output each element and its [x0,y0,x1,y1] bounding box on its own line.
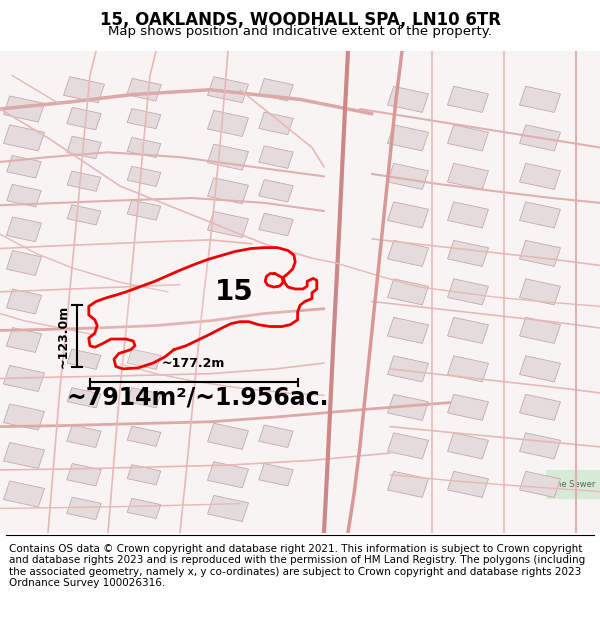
Polygon shape [208,77,248,102]
Polygon shape [127,166,161,186]
Polygon shape [127,498,161,519]
Polygon shape [208,144,248,170]
Polygon shape [448,394,488,421]
Polygon shape [67,107,101,130]
Polygon shape [448,86,488,112]
Polygon shape [520,433,560,459]
Polygon shape [388,163,428,189]
Polygon shape [259,79,293,101]
Polygon shape [127,464,161,485]
Text: Map shows position and indicative extent of the property.: Map shows position and indicative extent… [108,26,492,39]
Polygon shape [67,136,101,159]
Polygon shape [388,394,428,421]
Polygon shape [520,356,560,382]
Text: The Sewer: The Sewer [551,480,595,489]
Polygon shape [127,426,161,446]
Polygon shape [520,125,560,151]
Polygon shape [259,464,293,486]
Polygon shape [448,279,488,305]
Text: 15: 15 [215,278,253,306]
Polygon shape [520,318,560,343]
Polygon shape [448,125,488,151]
Polygon shape [67,464,101,486]
Polygon shape [448,433,488,459]
Polygon shape [67,425,101,448]
Polygon shape [127,349,161,369]
Polygon shape [89,248,317,369]
Polygon shape [259,112,293,134]
Polygon shape [64,77,104,102]
Text: ~177.2m: ~177.2m [162,357,226,369]
Polygon shape [67,171,101,191]
Polygon shape [448,163,488,189]
Polygon shape [67,349,101,369]
Polygon shape [4,481,44,507]
Polygon shape [127,79,161,101]
Polygon shape [448,241,488,266]
Polygon shape [4,366,44,391]
Polygon shape [388,471,428,498]
Polygon shape [448,202,488,228]
Polygon shape [388,125,428,151]
Polygon shape [67,388,101,408]
Polygon shape [4,442,44,469]
Polygon shape [259,179,293,202]
Polygon shape [388,202,428,228]
Polygon shape [520,471,560,498]
Polygon shape [7,184,41,207]
Polygon shape [259,425,293,448]
Polygon shape [208,496,248,521]
Polygon shape [448,471,488,498]
Polygon shape [520,279,560,305]
Polygon shape [208,211,248,238]
Polygon shape [4,96,44,122]
Polygon shape [127,388,161,408]
Polygon shape [127,200,161,220]
Text: ~7914m²/~1.956ac.: ~7914m²/~1.956ac. [67,386,329,410]
Polygon shape [208,111,248,136]
Bar [546,470,600,499]
Polygon shape [520,202,560,228]
Polygon shape [448,356,488,382]
Polygon shape [67,205,101,225]
Polygon shape [448,318,488,343]
Polygon shape [127,138,161,158]
Polygon shape [127,109,161,129]
Polygon shape [265,274,283,287]
Polygon shape [520,86,560,112]
Polygon shape [7,217,41,242]
Polygon shape [4,125,44,151]
Polygon shape [208,423,248,449]
Polygon shape [208,177,248,204]
Polygon shape [259,146,293,168]
Polygon shape [388,318,428,343]
Polygon shape [388,241,428,266]
Polygon shape [4,404,44,430]
Polygon shape [7,289,41,314]
Polygon shape [520,241,560,266]
Polygon shape [7,156,41,178]
Polygon shape [520,394,560,421]
Polygon shape [520,163,560,189]
Polygon shape [388,279,428,305]
Polygon shape [259,213,293,236]
Polygon shape [388,356,428,382]
Text: ~123.0m: ~123.0m [57,304,70,368]
Text: 15, OAKLANDS, WOODHALL SPA, LN10 6TR: 15, OAKLANDS, WOODHALL SPA, LN10 6TR [100,11,500,29]
Polygon shape [7,251,41,276]
Polygon shape [7,328,41,352]
Polygon shape [388,86,428,112]
Polygon shape [67,498,101,519]
Polygon shape [388,433,428,459]
Polygon shape [208,462,248,488]
Text: Contains OS data © Crown copyright and database right 2021. This information is : Contains OS data © Crown copyright and d… [9,544,585,588]
